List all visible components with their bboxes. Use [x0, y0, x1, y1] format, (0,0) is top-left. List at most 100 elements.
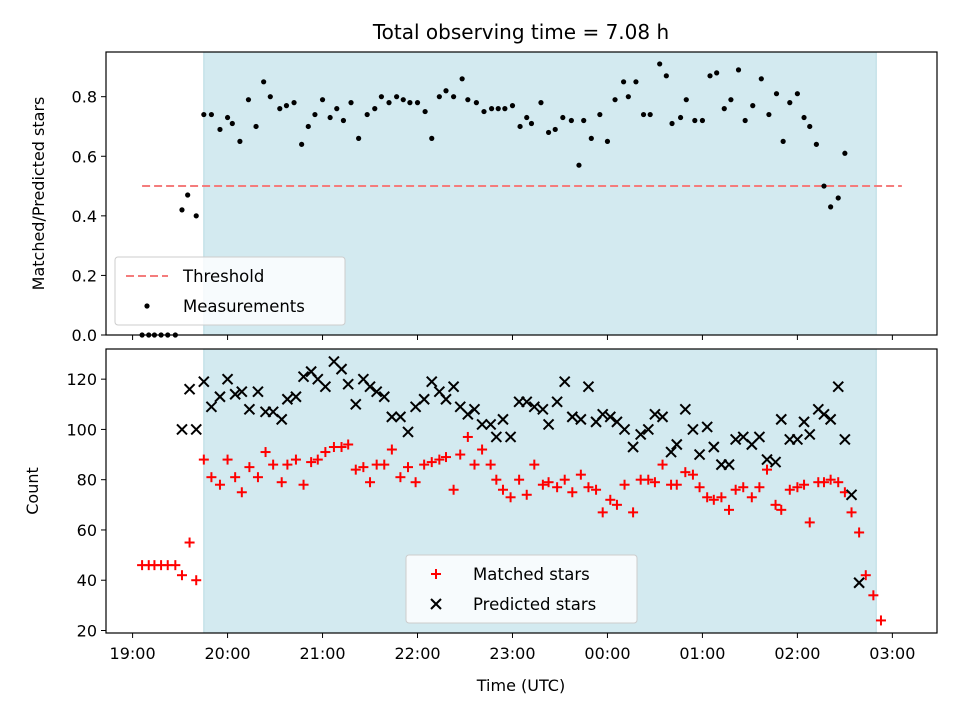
measurement-point: [794, 91, 800, 97]
predicted-star-marker: [845, 489, 858, 501]
predicted-star-marker: [484, 418, 497, 431]
matched-star-marker: [552, 482, 563, 493]
predicted-star-marker: [364, 380, 376, 393]
predicted-star-marker: [386, 411, 398, 423]
matched-star-marker: [312, 454, 323, 465]
measurement-point: [327, 114, 333, 121]
measurement-point: [481, 108, 487, 115]
bottom-y-axis-label: Count: [23, 467, 42, 515]
matched-star-marker: [716, 492, 727, 503]
measurement-point: [400, 97, 406, 103]
matched-star-marker: [754, 482, 765, 493]
matched-star-marker: [485, 459, 496, 470]
matched-stars-points: [137, 431, 886, 626]
measurement-point: [208, 111, 215, 118]
y-tick-label: 20: [77, 621, 97, 640]
predicted-star-marker: [319, 380, 332, 393]
matched-star-marker: [875, 615, 886, 626]
y-tick-label: 40: [77, 571, 97, 590]
x-tick-label: 01:00: [679, 644, 725, 663]
matched-star-marker: [567, 487, 578, 498]
measurement-point: [517, 123, 523, 130]
measurement-point: [801, 114, 807, 121]
matched-star-marker: [770, 499, 781, 510]
matched-star-marker: [784, 484, 795, 495]
legend-matched-label: Matched stars: [473, 565, 590, 584]
matched-star-marker: [746, 492, 757, 503]
matched-star-marker: [198, 454, 209, 465]
matched-star-marker: [336, 442, 347, 453]
predicted-star-marker: [618, 423, 631, 436]
measurement-point: [692, 117, 698, 124]
predicted-star-marker: [426, 375, 438, 388]
measurement-point: [647, 111, 653, 118]
legend-measurements-label: Measurements: [183, 297, 305, 316]
measurement-point: [465, 97, 471, 103]
measurement-point: [576, 162, 582, 168]
predicted-star-marker: [824, 413, 837, 426]
measurement-point: [229, 120, 235, 127]
matched-star-marker: [306, 457, 317, 468]
predicted-star-marker: [775, 413, 787, 426]
y-tick-label: 60: [77, 521, 97, 540]
measurement-point: [364, 111, 370, 118]
matched-star-marker: [597, 507, 608, 518]
y-tick-label: 120: [66, 370, 97, 389]
measurement-point: [407, 100, 413, 106]
matched-star-marker: [386, 444, 397, 455]
measurement-point: [291, 100, 297, 106]
matched-star-marker: [298, 479, 309, 490]
matched-star-marker: [825, 474, 836, 485]
predicted-star-marker: [176, 423, 188, 436]
measurement-point: [604, 138, 611, 144]
measurement-point: [193, 213, 199, 219]
measurement-point: [299, 141, 305, 147]
matched-star-marker: [230, 472, 241, 483]
bottom-x-ticks: 19:00 20:00 21:00 22:00 23:00 00:00 01:00 02:00…: [110, 633, 915, 663]
measurement-point: [787, 100, 793, 106]
y-tick-label: 80: [77, 471, 97, 490]
predicted-star-marker: [462, 408, 474, 421]
predicted-star-marker: [252, 386, 264, 398]
matched-star-marker: [833, 477, 844, 488]
measurement-point: [372, 106, 378, 112]
predicted-star-marker: [521, 396, 533, 408]
predicted-star-marker: [693, 448, 706, 461]
measurement-point: [669, 120, 675, 127]
y-tick-label: 0.0: [72, 326, 97, 345]
matched-star-marker: [260, 447, 271, 458]
measurement-point: [821, 183, 827, 189]
predicted-star-marker: [528, 401, 541, 413]
predicted-star-marker: [551, 396, 563, 408]
measurement-point: [807, 123, 813, 130]
top-y-axis-label: Matched/Predicted stars: [29, 97, 48, 291]
measurement-point: [261, 79, 267, 85]
top-legend: Threshold Measurements: [114, 256, 346, 326]
predicted-star-marker: [671, 438, 683, 451]
matched-star-marker: [320, 447, 331, 458]
measurement-point: [253, 123, 259, 130]
matched-star-marker: [671, 479, 682, 490]
predicted-star-marker: [221, 373, 234, 385]
matched-star-marker: [191, 575, 202, 586]
matched-star-marker: [350, 464, 361, 475]
predicted-star-marker: [839, 433, 851, 446]
measurement-point: [277, 106, 283, 112]
legend-box: [405, 554, 638, 624]
matched-star-marker: [868, 590, 879, 601]
matched-star-marker: [559, 474, 570, 485]
measurement-point: [356, 135, 362, 141]
predicted-star-marker: [275, 413, 288, 426]
measurement-point: [267, 94, 273, 100]
measurement-point: [766, 111, 772, 118]
measurement-point: [422, 108, 428, 115]
measurement-point: [780, 138, 786, 144]
predicted-star-marker: [656, 411, 669, 423]
predicted-star-marker: [542, 418, 555, 431]
measurement-point: [581, 117, 587, 124]
chart-title: Total observing time = 7.08 h: [372, 20, 669, 44]
predicted-star-marker: [370, 386, 383, 398]
y-tick-label: 0.2: [72, 266, 97, 285]
measurement-point: [488, 106, 495, 112]
